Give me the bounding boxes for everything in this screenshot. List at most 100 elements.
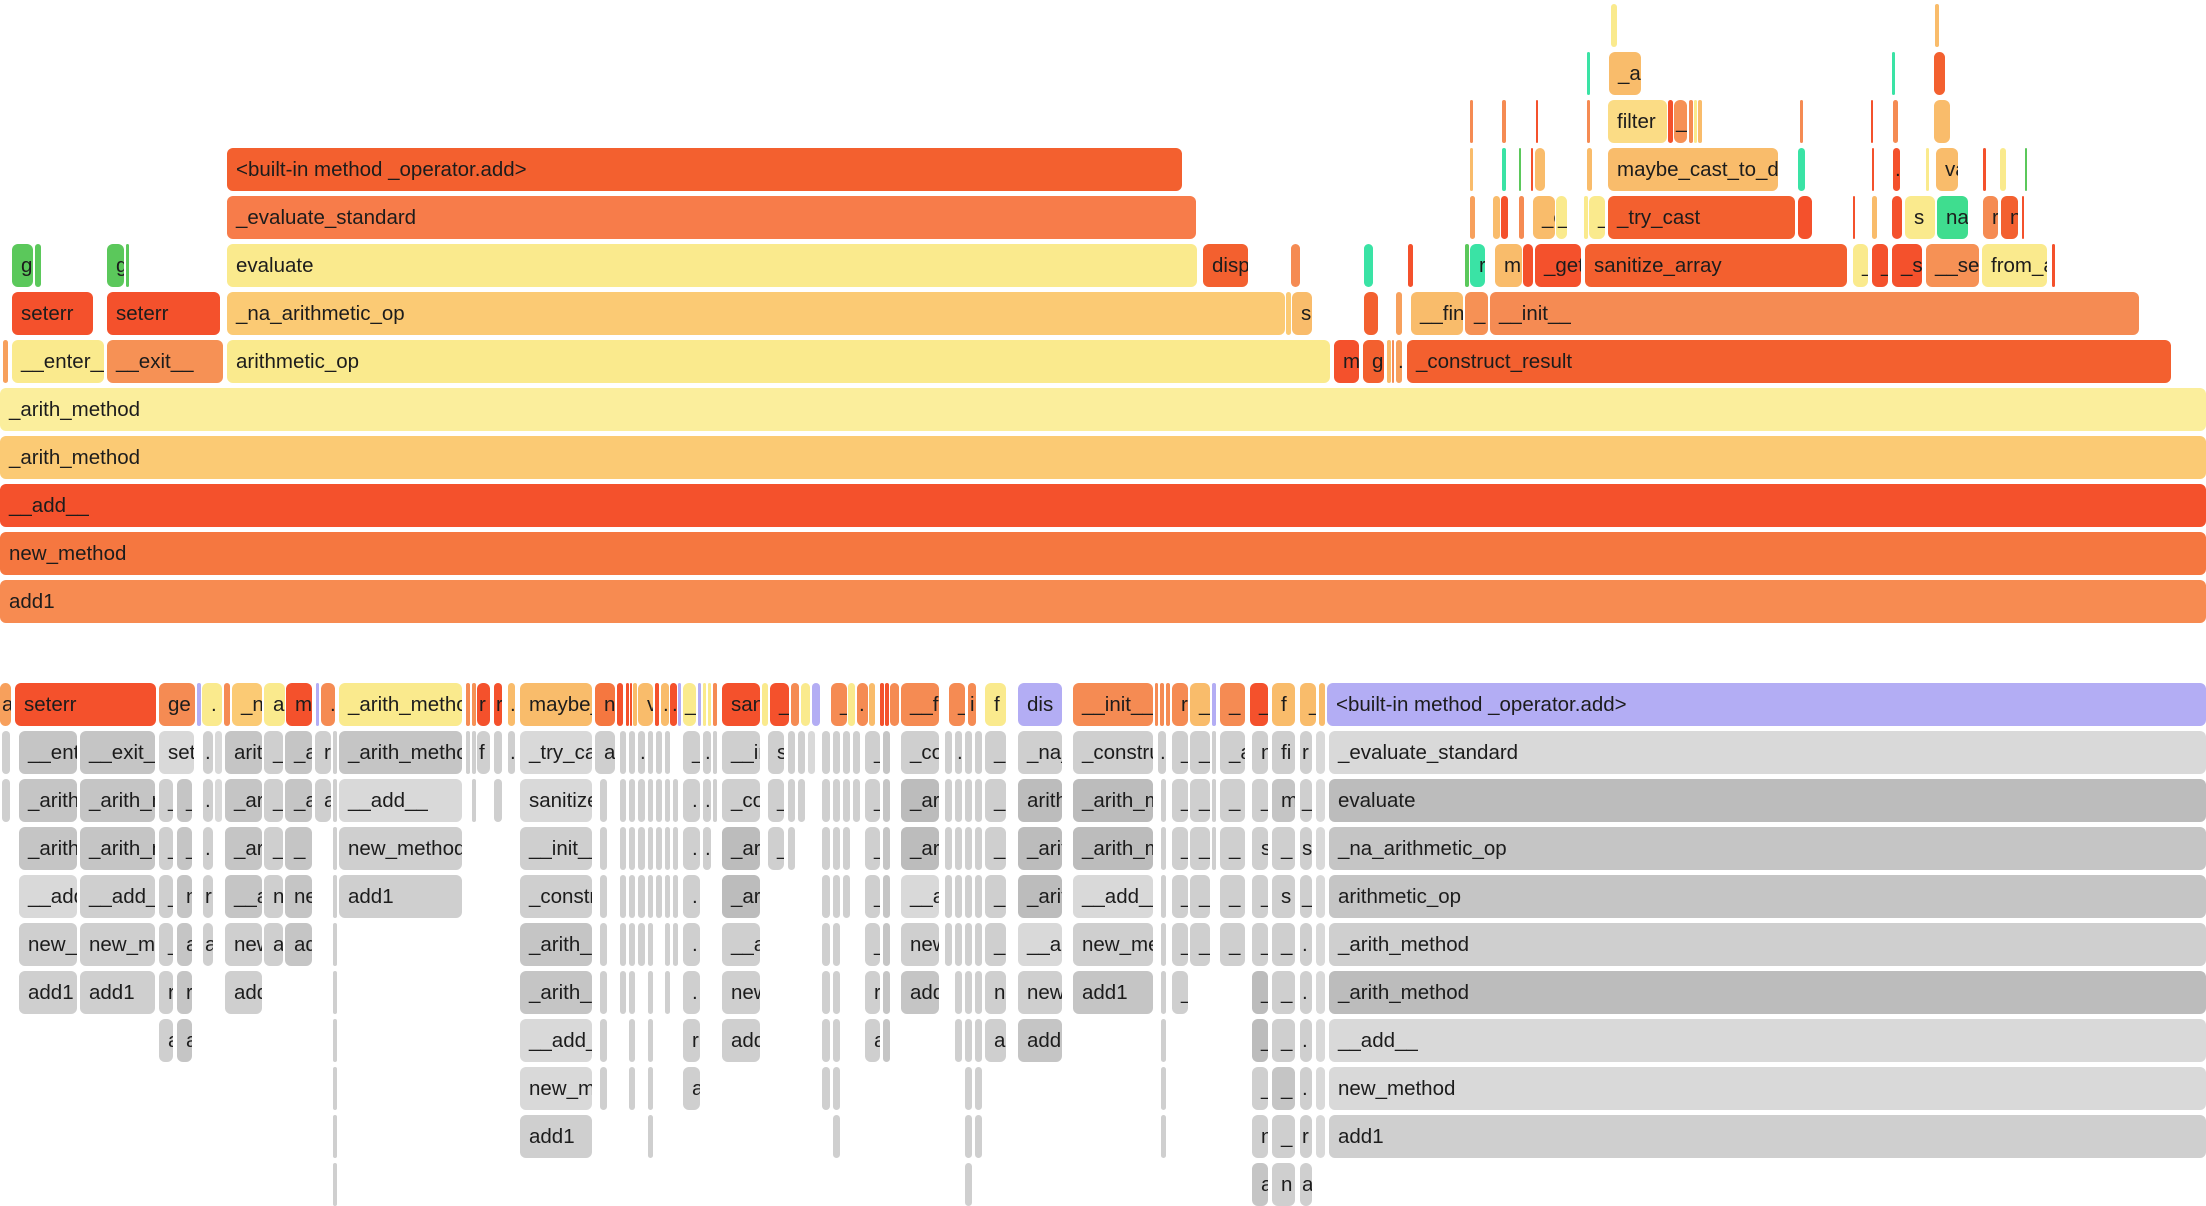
frame[interactable]: _ <box>985 923 1006 966</box>
frame[interactable] <box>822 827 830 870</box>
frame[interactable] <box>665 827 670 870</box>
frame[interactable]: new_method <box>1073 923 1153 966</box>
frame[interactable] <box>1316 1067 1325 1110</box>
frame[interactable]: _ <box>159 827 173 870</box>
frame[interactable] <box>472 683 476 726</box>
frame[interactable] <box>1161 827 1166 870</box>
frame[interactable]: _arith_method <box>19 827 77 870</box>
frame[interactable]: . <box>203 731 213 774</box>
frame[interactable]: s <box>1300 827 1312 870</box>
frame[interactable]: add1 <box>339 875 462 918</box>
frame[interactable] <box>788 731 795 774</box>
frame[interactable] <box>333 1115 337 1158</box>
frame[interactable]: _get <box>1535 244 1581 287</box>
frame[interactable] <box>638 923 645 966</box>
frame[interactable] <box>833 875 840 918</box>
frame[interactable] <box>600 1067 607 1110</box>
frame[interactable] <box>620 779 626 822</box>
frame[interactable] <box>648 779 653 822</box>
frame[interactable] <box>648 1067 653 1110</box>
frame[interactable] <box>833 971 840 1014</box>
frame[interactable]: . <box>683 827 700 870</box>
frame[interactable]: __enter__ <box>19 731 77 774</box>
frame[interactable]: _arith_method <box>1329 971 2206 1014</box>
frame[interactable] <box>955 779 962 822</box>
frame[interactable] <box>822 731 830 774</box>
frame[interactable]: __fi <box>901 683 939 726</box>
frame[interactable]: _ <box>1220 683 1245 726</box>
frame[interactable]: . <box>857 683 868 726</box>
frame[interactable] <box>822 779 830 822</box>
frame[interactable]: . <box>1300 971 1312 1014</box>
frame[interactable]: s <box>1292 292 1312 335</box>
frame[interactable]: _ <box>264 731 283 774</box>
frame[interactable] <box>945 875 952 918</box>
frame[interactable]: new_method <box>339 827 462 870</box>
frame[interactable] <box>1587 148 1592 191</box>
frame[interactable]: s <box>1272 875 1295 918</box>
frame[interactable] <box>1893 100 1898 143</box>
frame[interactable] <box>665 971 670 1014</box>
frame[interactable] <box>975 779 982 822</box>
frame[interactable] <box>853 779 860 822</box>
frame[interactable] <box>965 1019 972 1062</box>
frame[interactable]: add1 <box>80 971 155 1014</box>
frame[interactable] <box>1212 731 1216 774</box>
frame[interactable]: new_method <box>901 923 939 966</box>
frame[interactable] <box>808 731 815 774</box>
frame[interactable]: _arith_method <box>1018 827 1062 870</box>
frame[interactable] <box>1161 971 1166 1014</box>
frame[interactable]: _ <box>865 923 880 966</box>
frame[interactable] <box>2 731 10 774</box>
frame[interactable]: _ <box>683 731 700 774</box>
frame[interactable]: _arith_method <box>901 827 939 870</box>
frame[interactable]: _arith_method <box>1073 779 1153 822</box>
frame[interactable] <box>656 779 662 822</box>
frame[interactable] <box>1316 731 1325 774</box>
frame[interactable]: _ <box>1465 292 1488 335</box>
frame[interactable]: _ <box>1190 779 1210 822</box>
frame[interactable]: _ <box>1300 779 1312 822</box>
frame[interactable] <box>1694 100 1697 143</box>
frame[interactable] <box>333 1163 337 1206</box>
frame[interactable]: r <box>1983 196 1998 239</box>
frame[interactable] <box>1872 196 1877 239</box>
frame[interactable]: add1 <box>0 580 2206 623</box>
frame[interactable] <box>883 923 890 966</box>
frame[interactable] <box>466 731 470 774</box>
frame[interactable]: . <box>203 779 213 822</box>
frame[interactable] <box>1316 827 1325 870</box>
frame[interactable]: . <box>638 731 645 774</box>
frame[interactable] <box>629 731 635 774</box>
frame[interactable]: maybe_cast_to_datetimelike <box>1608 148 1778 191</box>
frame[interactable]: add1 <box>1073 971 1153 1014</box>
frame[interactable]: new_method <box>722 971 760 1014</box>
frame[interactable]: new_method <box>19 923 77 966</box>
frame[interactable]: v <box>638 683 653 726</box>
frame[interactable] <box>713 779 717 822</box>
frame[interactable] <box>1853 196 1855 239</box>
frame[interactable]: _ <box>1172 923 1188 966</box>
frame[interactable]: _ <box>1674 100 1687 143</box>
frame[interactable] <box>822 923 830 966</box>
frame[interactable]: __add__ <box>1329 1019 2206 1062</box>
frame[interactable]: r <box>203 875 213 918</box>
frame[interactable]: arithmetic_op <box>227 340 1330 383</box>
frame[interactable]: __init__ <box>520 827 592 870</box>
frame[interactable] <box>1536 100 1538 143</box>
frame[interactable]: _arith_method <box>225 779 262 822</box>
frame[interactable]: . <box>508 731 515 774</box>
frame[interactable]: _arith_method <box>1073 827 1153 870</box>
frame[interactable]: _ <box>831 683 847 726</box>
frame[interactable] <box>1892 52 1895 95</box>
frame[interactable] <box>1519 148 1521 191</box>
frame[interactable]: . <box>955 731 962 774</box>
frame[interactable]: _ <box>1272 1067 1295 1110</box>
frame[interactable]: a <box>315 779 331 822</box>
frame[interactable] <box>843 875 850 918</box>
frame[interactable]: _ <box>264 827 283 870</box>
frame[interactable]: . <box>508 683 515 726</box>
frame[interactable]: sanitize_array <box>1585 244 1847 287</box>
frame[interactable] <box>945 731 952 774</box>
frame[interactable]: new_method <box>520 1067 592 1110</box>
